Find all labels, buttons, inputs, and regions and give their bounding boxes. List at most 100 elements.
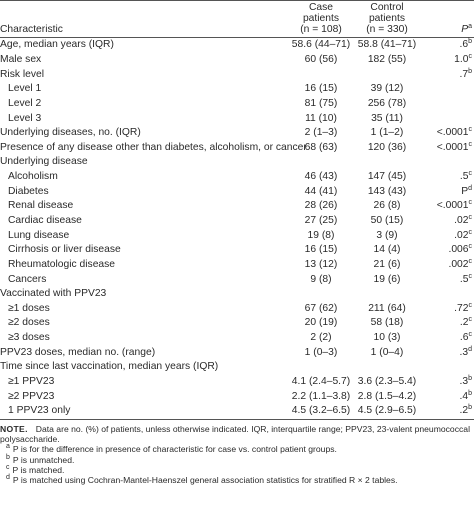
row-label: Male sex [0, 53, 42, 65]
control-value: 58.8 (41–71) [357, 39, 417, 51]
cell: 13 (12) [290, 258, 352, 273]
row-label: ≥1 doses [8, 302, 50, 314]
cell: <.0001c [422, 140, 474, 155]
cell: 2 (1–3) [290, 126, 352, 141]
cell [352, 287, 422, 302]
case-value: 19 (8) [307, 229, 335, 241]
cell: 147 (45) [352, 170, 422, 185]
cell: .5c [422, 170, 474, 185]
footnote-mark: b [6, 453, 10, 461]
table-row: ≥2 PPV23 2.2 (1.1–3.8) 2.8 (1.5–4.2) .4b [0, 389, 474, 404]
header-line: (n = 330) [366, 24, 408, 35]
p-value: .002 [448, 258, 469, 270]
cell: 21 (6) [352, 258, 422, 273]
cell: 256 (78) [352, 97, 422, 112]
cell: 1 (0–3) [290, 345, 352, 360]
footnote-text: P is matched. [12, 464, 65, 475]
table-row: Cirrhosis or liver disease 16 (15) 14 (4).… [0, 243, 474, 258]
row-label: Risk level [0, 68, 45, 80]
header-line: Control [370, 2, 404, 13]
footnote-mark: c [468, 228, 473, 236]
case-value: 9 (8) [310, 273, 332, 285]
cell: 2.2 (1.1–3.8) [290, 389, 352, 404]
cell: <.0001c [422, 199, 474, 214]
cell [422, 97, 474, 112]
footnote-mark: c [468, 301, 473, 309]
cell: 1 (1–2) [352, 126, 422, 141]
p-value: .5 [459, 171, 469, 183]
case-value: 16 (15) [304, 83, 338, 95]
notes: NOTE. Data are no. (%) of patients, unles… [0, 420, 474, 486]
row-label: PPV23 doses, median no. (range) [0, 346, 156, 358]
control-value: 39 (12) [370, 83, 404, 95]
control-value: 4.5 (2.9–6.5) [357, 405, 417, 417]
cell: 11 (10) [290, 111, 352, 126]
cell: 60 (56) [290, 53, 352, 68]
cell: 46 (43) [290, 170, 352, 185]
table-row: Level 3 11 (10) 35 (11) [0, 111, 474, 126]
cell [290, 287, 352, 302]
cell: 44 (41) [290, 184, 352, 199]
row-label: ≥2 doses [8, 317, 50, 329]
control-value: 1 (1–2) [370, 127, 404, 139]
footnote-text: P is for the difference in presence of c… [12, 444, 337, 455]
table-body: Age, median years (IQR) 58.6 (44–71) 58.8 … [0, 38, 474, 420]
cell [352, 360, 422, 375]
table-row: Age, median years (IQR) 58.6 (44–71) 58.8 … [0, 38, 474, 53]
row-label: Rheumatologic disease [8, 258, 116, 270]
cell: 143 (43) [352, 184, 422, 199]
cell: Pd [422, 184, 474, 199]
footnote-text: P is unmatched. [12, 454, 75, 465]
case-value: 4.1 (2.4–5.7) [291, 376, 351, 388]
cell: 1.0c [422, 53, 474, 68]
table-row: ≥3 doses 2 (2) 10 (3) .6c [0, 331, 474, 346]
footnote-mark: d [468, 345, 472, 353]
p-value: .72 [454, 302, 469, 314]
row-label: Cardiac disease [8, 215, 82, 226]
case-value: 4.5 (3.2–6.5) [291, 405, 351, 417]
header-line: Case [308, 2, 334, 13]
table-row: Alcoholism 46 (43) 147 (45) .5c [0, 170, 474, 185]
cell: Alcoholism [0, 170, 290, 185]
cell: 20 (19) [290, 316, 352, 331]
footnote-mark: c [6, 463, 10, 471]
footnote-mark: c [468, 243, 473, 251]
footnote-mark: d [468, 184, 472, 192]
cell: ≥3 doses [0, 331, 290, 346]
cell [290, 155, 352, 170]
cell: .7b [422, 67, 474, 82]
footnote-mark: c [468, 272, 473, 280]
cell: .2c [422, 316, 474, 331]
footnote-mark: c [468, 316, 473, 324]
row-label: Cancers [8, 273, 47, 285]
p-value: .5 [459, 273, 469, 285]
p-value: .3 [459, 346, 469, 358]
cell: .02c [422, 214, 474, 229]
table-row: Time since last vaccination, median year… [0, 360, 474, 375]
p-value: .006 [448, 244, 469, 256]
cell: .72c [422, 302, 474, 317]
table-row: 1 PPV23 only 4.5 (3.2–6.5) 4.5 (2.9–6.5) .2… [0, 404, 474, 420]
footnote-mark: c [468, 331, 473, 339]
cell: 58 (18) [352, 316, 422, 331]
header-line: patients [368, 13, 406, 24]
control-value: 26 (8) [373, 200, 401, 212]
cell: .6c [422, 331, 474, 346]
cell: Diabetes [0, 184, 290, 199]
cell [290, 360, 352, 375]
cell: 1 (0–4) [352, 345, 422, 360]
table-row: PPV23 doses, median no. (range) 1 (0–3) 1 … [0, 345, 474, 360]
p-value: .4 [459, 390, 469, 402]
control-value: 14 (4) [373, 244, 401, 256]
control-value: 50 (15) [370, 215, 404, 226]
case-value: 68 (63) [304, 141, 338, 153]
cell: .02c [422, 228, 474, 243]
p-value: P [461, 185, 469, 197]
footnote-mark: c [468, 214, 473, 221]
control-value: 21 (6) [373, 258, 401, 270]
footnote-mark: c [468, 52, 473, 60]
p-value: <.0001 [436, 200, 469, 212]
cell: 27 (25) [290, 214, 352, 229]
control-value: 256 (78) [367, 97, 407, 109]
